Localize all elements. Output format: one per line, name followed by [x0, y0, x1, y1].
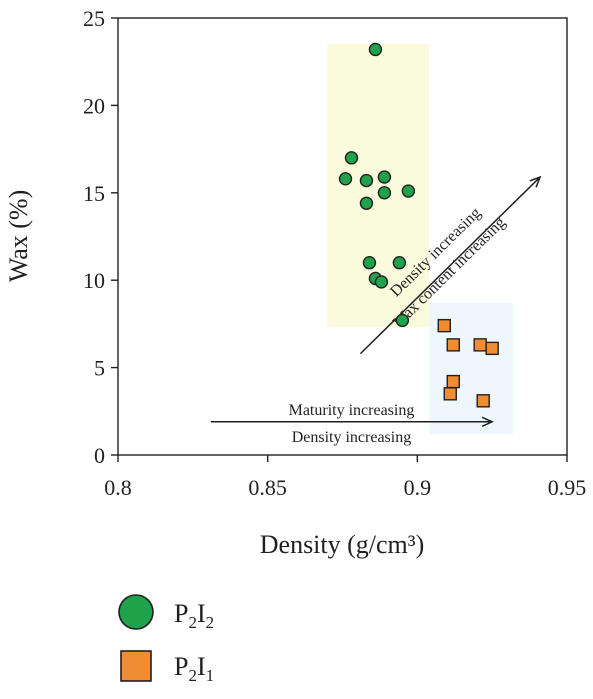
point-p2i2-8	[362, 256, 377, 270]
point-p2i2-9	[392, 256, 407, 270]
point-p2i2-2	[338, 172, 353, 186]
y-tick-label: 20	[83, 93, 105, 118]
point-p2i2-5	[401, 184, 416, 198]
point-p2i1-2	[473, 338, 487, 352]
axis-ticks: 0.8 0.85 0.9 0.95 0 5 10 15 20 25	[83, 6, 586, 500]
point-p2i1-3	[485, 341, 499, 356]
point-p2i2-11	[374, 275, 389, 289]
x-tick-label: 0.95	[548, 475, 587, 500]
x-tick-label: 0.85	[248, 475, 287, 500]
point-p2i2-4	[377, 170, 392, 184]
legend-label-p2i2: P2I2	[174, 599, 214, 632]
y-tick-label: 15	[83, 181, 105, 206]
horizontal-arrow-head	[481, 416, 495, 427]
legend-label-p2i1: P2I1	[174, 652, 214, 685]
y-axis-title: Wax (%)	[4, 190, 33, 282]
diagonal-arrow-head	[529, 175, 542, 188]
point-p2i1-0	[437, 318, 451, 333]
x-tick-label: 0.8	[104, 475, 132, 500]
y-tick-label: 25	[83, 6, 105, 31]
point-p2i1-5	[443, 387, 457, 401]
plot-frame	[117, 17, 568, 456]
y-tick-label: 0	[94, 443, 105, 468]
point-p2i1-6	[476, 394, 490, 408]
density-increasing-label: Density increasing	[292, 429, 412, 446]
legend-marker-p2i1	[120, 650, 152, 682]
point-p2i2-1	[344, 151, 359, 165]
point-p2i2-7	[359, 196, 374, 210]
y-tick-label: 5	[94, 356, 105, 381]
point-p2i2-0	[368, 42, 383, 57]
point-p2i1-1	[446, 338, 460, 352]
data-points	[338, 42, 499, 408]
point-p2i1-4	[446, 374, 460, 389]
legend-marker-p2i2	[118, 594, 154, 630]
diagonal-arrow-line	[359, 176, 541, 355]
point-p2i2-12	[395, 313, 410, 328]
maturity-increasing-label: Maturity increasing	[289, 402, 415, 419]
legend: P2I2 P2I1	[118, 594, 214, 685]
y-tick-label: 10	[83, 268, 105, 293]
point-p2i2-3	[359, 173, 374, 188]
point-p2i2-6	[377, 186, 392, 200]
x-tick-label: 0.9	[404, 475, 432, 500]
x-axis-title: Density (g/cm³)	[260, 530, 424, 559]
